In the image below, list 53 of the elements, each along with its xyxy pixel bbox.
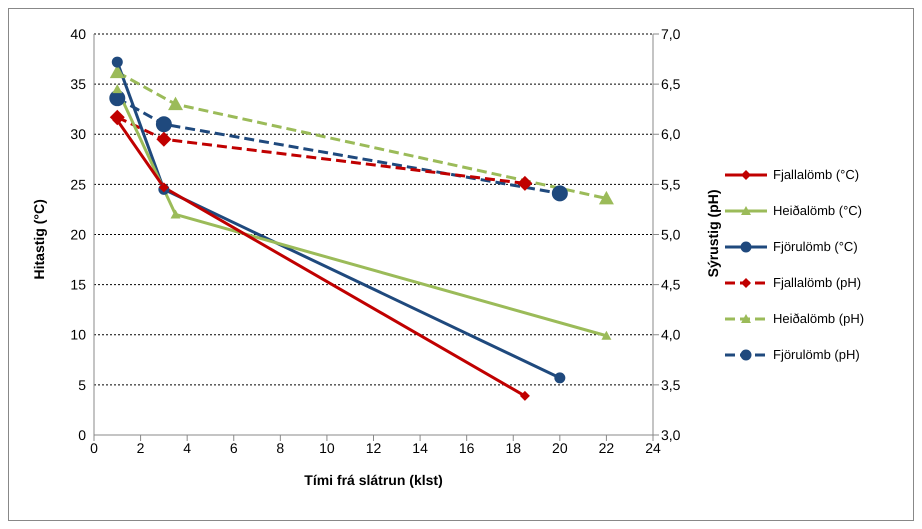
x-tick-label: 8 — [276, 440, 284, 456]
y-tick-label: 15 — [70, 276, 86, 293]
point — [112, 84, 122, 94]
y2-tick-label: 4,0 — [661, 326, 681, 343]
point — [598, 190, 614, 204]
y2-tick-label: 6,0 — [661, 126, 681, 142]
y2-tick-label: 4,5 — [661, 276, 681, 293]
point — [156, 132, 172, 147]
y2-axis-title: Sýrustig (pH) — [704, 190, 721, 278]
legend-label: Fjallalömb (pH) — [773, 275, 862, 290]
point — [158, 182, 169, 192]
y-tick-label: 40 — [70, 26, 86, 42]
x-tick-label: 20 — [552, 440, 568, 456]
y2-tick-label: 6,5 — [661, 76, 681, 92]
point — [520, 390, 530, 401]
x-tick-label: 12 — [366, 440, 382, 456]
legend-label: Heiðalömb (°C) — [773, 203, 862, 218]
x-tick-label: 2 — [136, 440, 145, 456]
point — [552, 185, 568, 202]
legend-label: Fjörulömb (pH) — [773, 347, 860, 362]
point — [517, 176, 532, 191]
x-tick-label: 0 — [90, 440, 98, 456]
y-tick-label: 10 — [70, 326, 86, 343]
legend-label: Heiðalömb (pH) — [773, 311, 864, 326]
x-tick-label: 4 — [183, 440, 192, 456]
y-tick-label: 20 — [70, 226, 86, 242]
x-axis-title: Tími frá slátrun (klst) — [304, 472, 443, 488]
y-tick-label: 25 — [70, 176, 86, 192]
y2-tick-label: 5,0 — [661, 226, 681, 242]
y-tick-label: 5 — [78, 376, 86, 393]
y-tick-label: 35 — [70, 76, 86, 92]
x-tick-label: 16 — [458, 440, 475, 456]
point — [601, 330, 612, 340]
y2-tick-label: 7,0 — [661, 26, 681, 42]
y2-tick-label: 3,0 — [661, 426, 681, 443]
legend-label: Fjörulömb (°C) — [773, 239, 858, 254]
legend-label: Fjallalömb (°C) — [773, 167, 860, 182]
point — [554, 372, 566, 384]
x-tick-label: 24 — [645, 440, 661, 456]
y2-tick-label: 3,5 — [661, 376, 681, 393]
point — [156, 116, 172, 132]
x-tick-label: 18 — [505, 440, 522, 456]
y-tick-label: 30 — [70, 126, 86, 142]
x-tick-label: 22 — [598, 440, 614, 456]
y-axis-title: Hitastig (°C) — [30, 199, 47, 280]
point — [112, 56, 123, 68]
x-tick-label: 14 — [412, 440, 428, 456]
x-tick-label: 10 — [319, 440, 335, 456]
point — [170, 209, 181, 218]
x-tick-label: 6 — [230, 440, 238, 456]
point — [168, 96, 184, 110]
y2-tick-label: 5,5 — [661, 176, 681, 192]
y-tick-label: 0 — [78, 426, 86, 443]
